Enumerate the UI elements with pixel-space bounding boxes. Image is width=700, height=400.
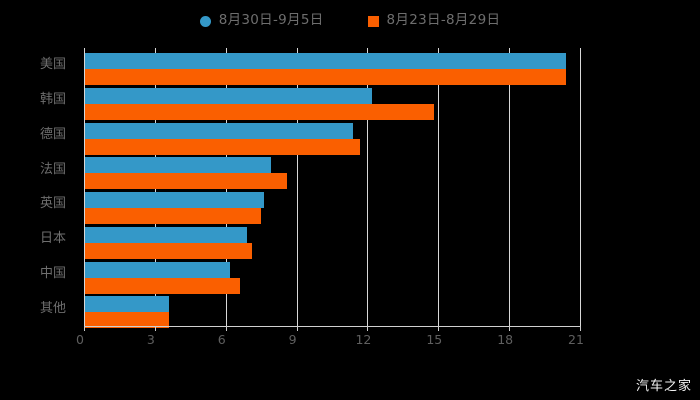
legend-label-1: 8月23日-8月29日 bbox=[386, 12, 501, 29]
x-axis-line bbox=[84, 326, 581, 327]
bar-group bbox=[84, 157, 580, 190]
x-tick-label-3: 3 bbox=[146, 332, 155, 347]
bar-英国-8月23日-8月29日[interactable] bbox=[84, 208, 262, 224]
x-tick-label-15: 15 bbox=[426, 332, 443, 347]
y-axis-label-其他: 其他 bbox=[39, 300, 66, 316]
legend-item-1[interactable]: 8月23日-8月29日 bbox=[367, 12, 501, 29]
y-axis-labels: 美国韩国德国法国英国日本中国其他 bbox=[0, 48, 76, 326]
bar-group bbox=[84, 53, 580, 85]
y-axis-label-英国: 英国 bbox=[39, 196, 66, 212]
bar-美国-8月23日-8月29日[interactable] bbox=[84, 69, 566, 85]
x-tick-21 bbox=[580, 326, 581, 331]
bar-group bbox=[84, 261, 580, 294]
x-tick-15 bbox=[438, 326, 440, 331]
bar-法国-8月23日-8月29日[interactable] bbox=[84, 173, 288, 190]
x-tick-18 bbox=[509, 326, 511, 331]
bar-中国-8月23日-8月29日[interactable] bbox=[84, 277, 240, 294]
chart-legend: 8月30日-9月5日 8月23日-8月29日 bbox=[0, 8, 700, 34]
gridline-18 bbox=[509, 48, 511, 326]
x-tick-label-12: 12 bbox=[355, 332, 372, 347]
y-axis-label-中国: 中国 bbox=[39, 265, 66, 281]
bar-group bbox=[84, 122, 580, 155]
legend-square-icon bbox=[367, 15, 379, 27]
bar-group bbox=[84, 296, 580, 329]
gridline-9 bbox=[296, 48, 298, 326]
x-axis-ticks: 0 3 6 9 12 15 18 21 bbox=[0, 326, 700, 348]
gridline-12 bbox=[367, 48, 369, 326]
x-tick-label-21: 21 bbox=[568, 332, 584, 347]
x-tick-label-0: 0 bbox=[76, 332, 84, 347]
plot-area bbox=[84, 48, 581, 329]
y-axis-label-法国: 法国 bbox=[39, 161, 66, 177]
legend-label-0: 8月30日-9月5日 bbox=[218, 12, 324, 29]
gridline-21 bbox=[580, 48, 581, 326]
y-axis-label-日本: 日本 bbox=[39, 231, 66, 247]
bar-group bbox=[84, 226, 580, 259]
x-tick-9 bbox=[296, 326, 298, 331]
x-tick-6 bbox=[225, 326, 227, 331]
x-tick-label-9: 9 bbox=[288, 332, 297, 347]
x-tick-3 bbox=[154, 326, 156, 331]
bar-group bbox=[84, 87, 580, 120]
bar-德国-8月30日-9月5日[interactable] bbox=[84, 122, 354, 139]
x-tick-0 bbox=[84, 326, 85, 331]
gridline-15 bbox=[438, 48, 440, 326]
bar-法国-8月30日-9月5日[interactable] bbox=[84, 157, 271, 174]
x-tick-12 bbox=[367, 326, 369, 331]
bar-其他-8月30日-9月5日[interactable] bbox=[84, 296, 170, 313]
bar-group bbox=[84, 192, 580, 224]
legend-item-0[interactable]: 8月30日-9月5日 bbox=[199, 12, 324, 29]
bar-英国-8月30日-9月5日[interactable] bbox=[84, 192, 264, 208]
bar-其他-8月23日-8月29日[interactable] bbox=[84, 312, 170, 329]
x-tick-label-6: 6 bbox=[217, 332, 226, 347]
watermark: 汽车之家 bbox=[635, 379, 692, 394]
bar-韩国-8月23日-8月29日[interactable] bbox=[84, 103, 434, 120]
legend-circle-icon bbox=[199, 15, 211, 27]
bar-美国-8月30日-9月5日[interactable] bbox=[84, 53, 566, 69]
bar-日本-8月30日-9月5日[interactable] bbox=[84, 226, 247, 243]
bar-中国-8月30日-9月5日[interactable] bbox=[84, 261, 231, 278]
bar-德国-8月23日-8月29日[interactable] bbox=[84, 138, 361, 155]
bar-韩国-8月30日-9月5日[interactable] bbox=[84, 87, 373, 104]
bar-日本-8月23日-8月29日[interactable] bbox=[84, 242, 252, 259]
y-axis-label-韩国: 韩国 bbox=[39, 92, 66, 108]
y-axis-line bbox=[84, 48, 85, 326]
y-axis-label-美国: 美国 bbox=[39, 57, 66, 73]
bar-rows bbox=[84, 48, 580, 329]
x-tick-label-18: 18 bbox=[497, 332, 514, 347]
y-axis-label-德国: 德国 bbox=[39, 126, 66, 142]
